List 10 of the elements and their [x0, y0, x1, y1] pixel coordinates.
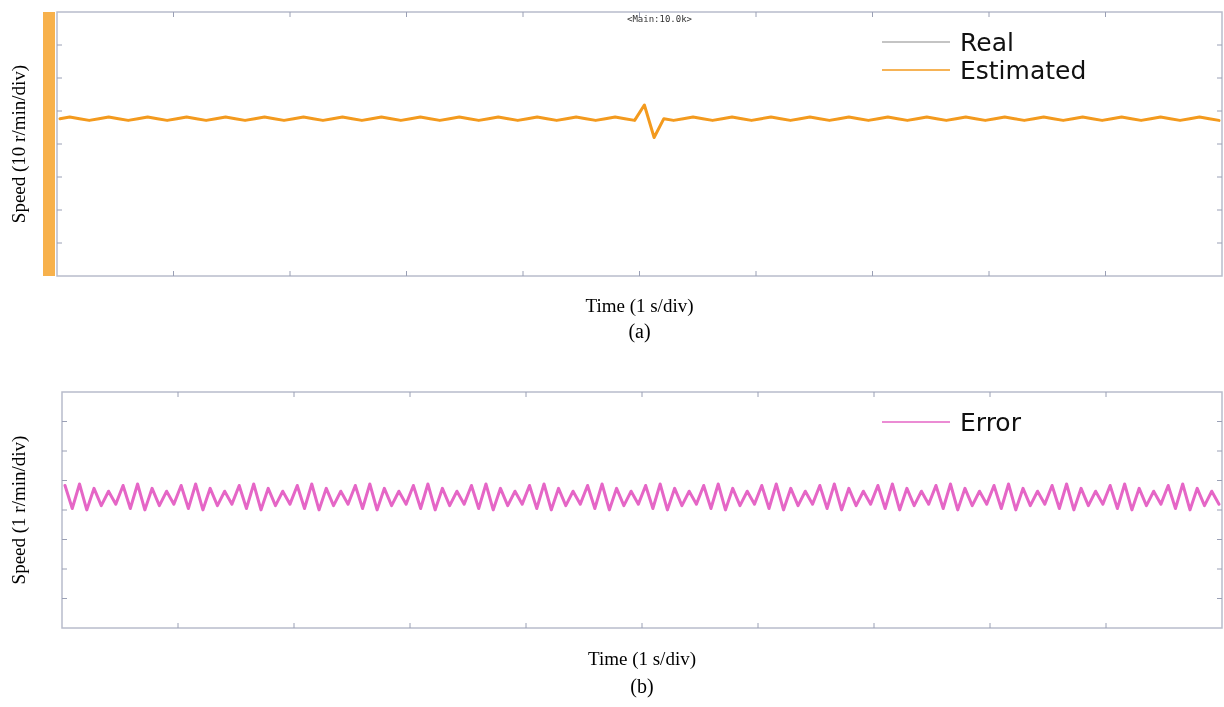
y-axis-title: Speed (10 r/min/div) [8, 64, 30, 224]
text: <Main:10.0k> [626, 14, 693, 24]
legend-label: Estimated [960, 56, 1087, 85]
text: (a) [628, 320, 651, 343]
x-axis-title: Time (1 s/div) [585, 295, 694, 317]
text: (b) [630, 675, 654, 698]
y-axis-title: Speed (1 r/min/div) [8, 435, 30, 585]
legend-label: Error [960, 408, 1022, 437]
legend-label: Real [960, 28, 1014, 57]
x-axis-title: Time (1 s/div) [587, 648, 697, 670]
